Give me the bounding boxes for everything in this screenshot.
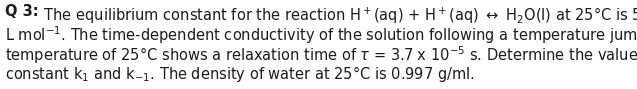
Text: temperature of 25°C shows a relaxation time of $\tau$ = 3.7 x 10$^{-5}$ s. Deter: temperature of 25°C shows a relaxation t… [5,44,637,66]
Text: Q 3:: Q 3: [5,4,39,19]
Text: L mol$^{-1}$. The time-dependent conductivity of the solution following a temper: L mol$^{-1}$. The time-dependent conduct… [5,24,637,46]
Text: constant k$_1$ and k$_{-1}$. The density of water at 25°C is 0.997 g/ml.: constant k$_1$ and k$_{-1}$. The density… [5,64,475,84]
Text: The equilibrium constant for the reaction H$^+$(aq) + H$^+$(aq) $\leftrightarrow: The equilibrium constant for the reactio… [39,4,637,26]
